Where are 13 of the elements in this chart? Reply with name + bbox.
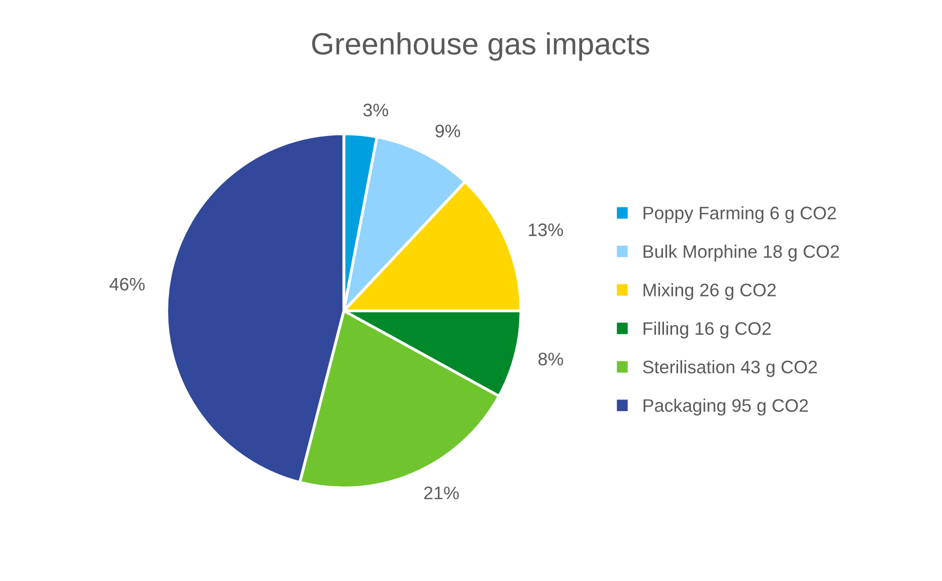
data-label: 9%: [436, 124, 460, 138]
legend-label: Sterilisation 43 g CO2: [642, 360, 817, 377]
data-label: 3%: [363, 104, 388, 116]
legend-label: Packaging 95 g CO2: [644, 398, 808, 416]
legend-label: Bulk Morphine 18 g CO2: [644, 244, 839, 262]
data-label: 46%: [110, 278, 145, 291]
legend-label: Mixing 26 g CO2: [644, 283, 776, 300]
data-label: 13%: [528, 223, 563, 236]
data-label: 8%: [538, 352, 564, 366]
legend-label: Poppy Farming 6 g CO2: [644, 206, 836, 224]
data-label: 21%: [424, 486, 459, 500]
legend-label: Filling 16 g CO2: [644, 322, 771, 338]
chart-title: Greenhouse gas impacts: [312, 32, 650, 61]
